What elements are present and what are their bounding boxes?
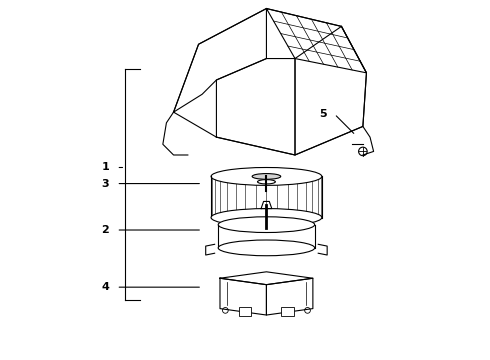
Text: 1: 1 xyxy=(101,162,109,172)
Text: 3: 3 xyxy=(101,179,109,189)
Ellipse shape xyxy=(211,208,322,226)
Text: 2: 2 xyxy=(101,225,109,235)
Bar xyxy=(239,307,251,316)
Ellipse shape xyxy=(218,217,315,233)
Ellipse shape xyxy=(211,167,322,185)
Text: 4: 4 xyxy=(101,282,109,292)
Ellipse shape xyxy=(218,240,315,256)
Ellipse shape xyxy=(258,180,275,184)
Ellipse shape xyxy=(252,174,281,179)
Bar xyxy=(281,307,294,316)
Text: 5: 5 xyxy=(319,109,327,119)
